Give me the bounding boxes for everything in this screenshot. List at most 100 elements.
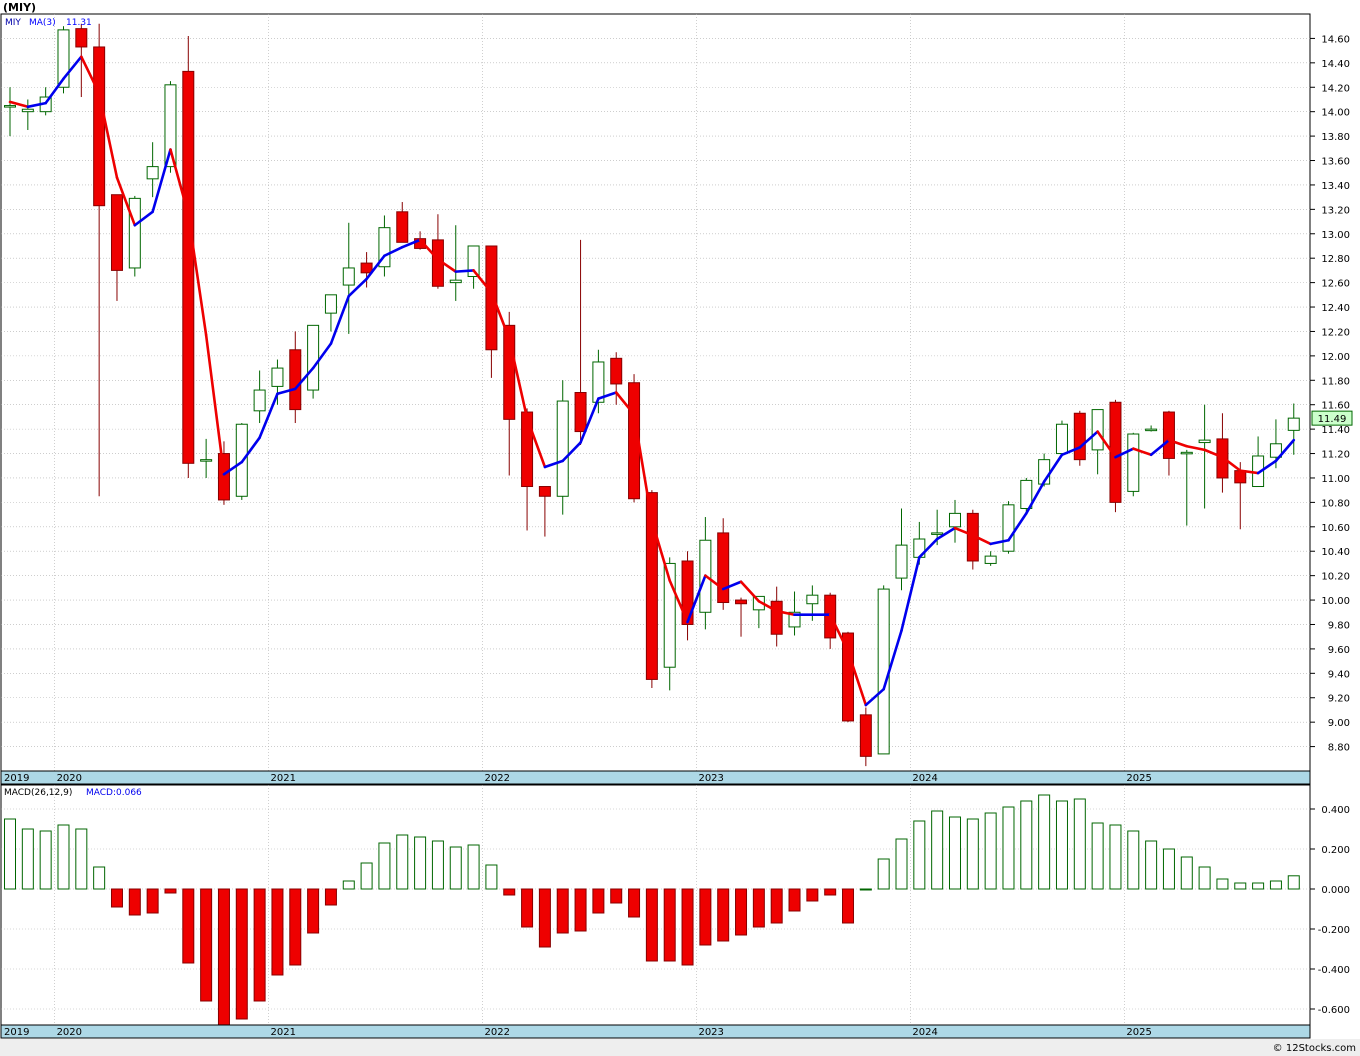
ma-segment — [918, 537, 939, 559]
price-tick-label: 8.80 — [1328, 743, 1350, 754]
ma-segment — [400, 238, 422, 249]
macd-tick-label: -0.200 — [1318, 925, 1350, 936]
ma-segment — [721, 580, 743, 591]
macd-bar-negative — [110, 888, 123, 908]
candle-body — [1180, 451, 1193, 455]
candle-body — [574, 392, 587, 433]
candle-body — [1145, 428, 1158, 432]
macd-bar-negative — [182, 888, 195, 964]
candle-body — [1287, 417, 1300, 431]
price-tick-label: 13.20 — [1321, 205, 1350, 216]
macd-bar-negative — [770, 888, 783, 924]
candle-body — [735, 599, 748, 605]
ma-segment — [1114, 447, 1135, 459]
candle-down — [1073, 410, 1086, 466]
ma-segment — [329, 294, 351, 345]
ma-segment — [436, 258, 458, 273]
macd-bar-positive — [877, 858, 890, 890]
macd-bar-positive — [1198, 866, 1211, 890]
price-time-axis-band — [0, 770, 1311, 785]
candle-body — [217, 453, 230, 501]
macd-time-axis-band — [0, 1024, 1311, 1039]
ma-segment — [1274, 438, 1296, 463]
candle-body — [75, 28, 88, 48]
price-tick-label: 9.60 — [1328, 645, 1350, 656]
candle-down — [110, 194, 123, 301]
ma-segment — [882, 629, 903, 691]
price-tick-label: 11.80 — [1321, 376, 1350, 387]
macd-bar-negative — [503, 888, 516, 896]
price-tick-label: 10.80 — [1321, 498, 1350, 509]
macd-bar-positive — [485, 864, 498, 890]
candle-up — [1145, 425, 1158, 432]
ma-segment — [115, 176, 137, 227]
candle-body — [1002, 504, 1015, 552]
candle-body — [271, 367, 284, 387]
macd-bar-negative — [788, 888, 801, 912]
candle-up — [877, 585, 890, 755]
candle-down — [842, 631, 855, 723]
price-tick-label: 14.20 — [1321, 83, 1350, 94]
candle-up — [164, 81, 177, 173]
ma-segment — [1167, 438, 1189, 448]
candle-up — [1180, 449, 1193, 526]
macd-tick-label: -0.600 — [1318, 1005, 1350, 1016]
macd-bar-positive — [1127, 830, 1140, 890]
ma-segment — [44, 77, 65, 105]
candle-up — [146, 142, 159, 198]
macd-x-tick-label: 2020 — [57, 1027, 82, 1038]
candle-up — [1020, 477, 1033, 515]
candle-up — [1002, 501, 1015, 554]
ma-segment — [1131, 447, 1153, 457]
macd-bar-positive — [931, 810, 944, 890]
candle-body — [57, 29, 70, 88]
candle-body — [1269, 443, 1282, 458]
macd-bar-positive — [1269, 880, 1282, 890]
ma-segment — [8, 100, 30, 109]
macd-x-tick-label: 2025 — [1126, 1027, 1151, 1038]
ma-segment — [26, 101, 47, 109]
macd-x-tick-label: 2021 — [271, 1027, 296, 1038]
macd-bar-positive — [1252, 882, 1265, 890]
price-tick-label: 10.00 — [1321, 596, 1350, 607]
candle-up — [4, 87, 16, 137]
price-tick-label: 9.40 — [1328, 669, 1350, 680]
candle-up — [324, 294, 337, 332]
macd-bar-positive — [895, 838, 908, 890]
ma-segment — [935, 526, 957, 541]
macd-bar-negative — [271, 888, 284, 976]
ma-segment — [62, 55, 83, 81]
candle-body — [1091, 409, 1104, 451]
macd-bar-negative — [235, 888, 248, 1020]
macd-bar-negative — [842, 888, 855, 924]
ma-segment — [1203, 448, 1224, 459]
candle-body — [984, 555, 997, 564]
candle-up — [200, 438, 213, 478]
candle-body — [770, 600, 783, 635]
ma-segment — [1149, 438, 1171, 457]
price-x-tick-label: 2019 — [4, 773, 29, 784]
price-tick-label: 12.00 — [1321, 352, 1350, 363]
macd-bar-negative — [128, 888, 141, 916]
ma-segment — [240, 436, 261, 464]
macd-tick-label: 0.200 — [1321, 845, 1350, 856]
candle-body — [521, 411, 534, 488]
price-tick-label: 14.00 — [1321, 108, 1350, 119]
price-tick-label: 11.20 — [1321, 450, 1350, 461]
macd-bar-negative — [200, 888, 213, 1002]
candle-body — [21, 108, 34, 113]
macd-bar-positive — [1234, 882, 1247, 890]
ma-segment — [953, 526, 975, 537]
ma-segment — [757, 599, 778, 613]
macd-bar-negative — [217, 888, 230, 1026]
macd-bar-positive — [431, 840, 444, 890]
price-tick-label: 13.40 — [1321, 181, 1350, 192]
ma-segment — [579, 397, 600, 444]
chart-title: (MIY) — [3, 1, 36, 14]
candle-body — [342, 267, 355, 286]
candle-down — [75, 23, 88, 98]
ma-segment — [775, 609, 796, 617]
candle-up — [253, 370, 266, 424]
candle-body — [948, 512, 961, 528]
